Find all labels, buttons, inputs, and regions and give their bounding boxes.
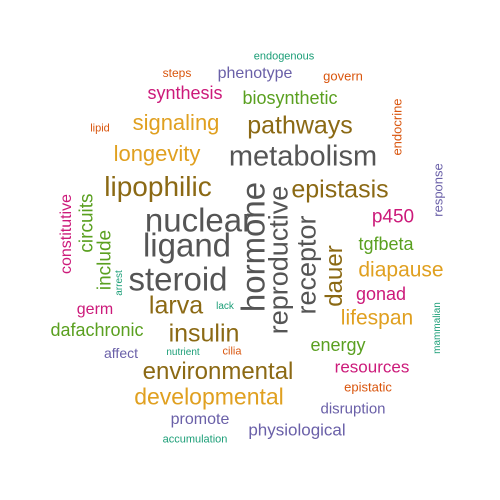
word-metabolism: metabolism [228, 140, 378, 173]
word-environmental: environmental [142, 358, 294, 385]
word-resources: resources [334, 357, 410, 377]
word-govern: govern [323, 68, 363, 84]
word-phenotype: phenotype [217, 65, 293, 82]
word-endogenous: endogenous [253, 50, 315, 63]
word-diapause: diapause [358, 258, 444, 282]
word-longevity: longevity [113, 141, 201, 166]
word-pathways: pathways [247, 111, 353, 140]
word-endocrine: endocrine [389, 98, 405, 156]
word-p450: p450 [371, 206, 415, 228]
word-germ: germ [76, 301, 114, 318]
word-energy: energy [310, 335, 366, 355]
word-nutrient: nutrient [166, 347, 200, 358]
word-larva: larva [148, 291, 204, 320]
word-epistatic: epistatic [344, 379, 392, 395]
word-disruption: disruption [320, 400, 386, 418]
word-affect: affect [104, 345, 138, 361]
word-epistasis: epistasis [291, 175, 389, 204]
word-ligand: ligand [142, 226, 232, 264]
word-reproductive: reproductive [263, 185, 294, 335]
word-gonad: gonad [355, 284, 407, 304]
word-include: include [94, 229, 116, 291]
word-arrest: arrest [114, 270, 125, 296]
word-receptor: receptor [291, 215, 322, 315]
word-developmental: developmental [134, 383, 284, 410]
word-cilia: cilia [222, 345, 242, 358]
word-tgfbeta: tgfbeta [358, 234, 414, 254]
word-response: response [430, 163, 446, 217]
word-biosynthetic: biosynthetic [242, 88, 338, 108]
word-signaling: signaling [132, 110, 220, 135]
word-accumulation: accumulation [162, 433, 228, 446]
word-constitutive: constitutive [58, 193, 75, 275]
word-synthesis: synthesis [147, 83, 223, 103]
word-lack: lack [216, 301, 234, 312]
word-steps: steps [162, 66, 192, 80]
word-mammalian: mammalian [432, 302, 443, 354]
word-lifespan: lifespan [340, 306, 414, 330]
word-promote: promote [170, 411, 230, 428]
word-nuclear: nuclear [144, 201, 254, 239]
word-steroid: steroid [128, 260, 228, 298]
word-dauer: dauer [321, 245, 348, 307]
word-lipid: lipid [90, 122, 110, 135]
word-dafachronic: dafachronic [50, 320, 144, 340]
word-insulin: insulin [168, 319, 240, 348]
word-physiological: physiological [248, 420, 346, 440]
word-lipophilic: lipophilic [104, 171, 212, 202]
